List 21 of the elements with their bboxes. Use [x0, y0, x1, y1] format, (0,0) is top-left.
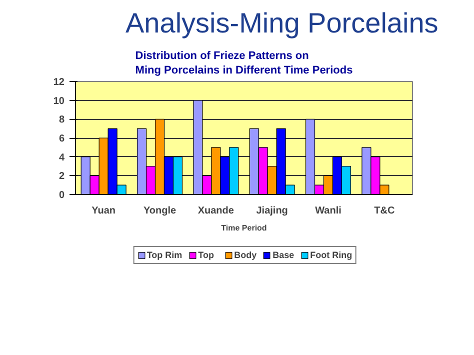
- legend-label: Base: [272, 250, 294, 260]
- x-tick-label: Wanli: [315, 206, 342, 216]
- y-tick-label: 6: [58, 134, 65, 144]
- y-tick-label: 4: [58, 152, 65, 164]
- chart-subtitle: Distribution of Frieze Patterns on Ming Porcelains in Different Time Periods: [135, 50, 353, 76]
- x-axis-title: Time Period: [221, 224, 267, 232]
- y-tick-label: 2: [58, 171, 65, 182]
- y-tick-label: 8: [58, 114, 65, 126]
- chart-title: Analysis-Ming Porcelains: [126, 8, 438, 38]
- x-tick-label: Xuande: [198, 206, 234, 216]
- y-tick-label: 12: [53, 77, 65, 88]
- y-tick-label: 10: [53, 96, 65, 107]
- x-tick-label: Jiajing: [256, 206, 288, 216]
- legend-label: Foot Ring: [310, 250, 352, 260]
- y-tick-label: 0: [58, 190, 65, 201]
- x-tick-label: Yuan: [92, 206, 116, 216]
- legend-label: Body: [234, 250, 257, 260]
- legend-label: Top Rim: [146, 250, 182, 260]
- legend-label: Top: [198, 250, 215, 260]
- x-tick-label: T&C: [374, 206, 395, 216]
- x-tick-label: Yongle: [143, 206, 176, 216]
